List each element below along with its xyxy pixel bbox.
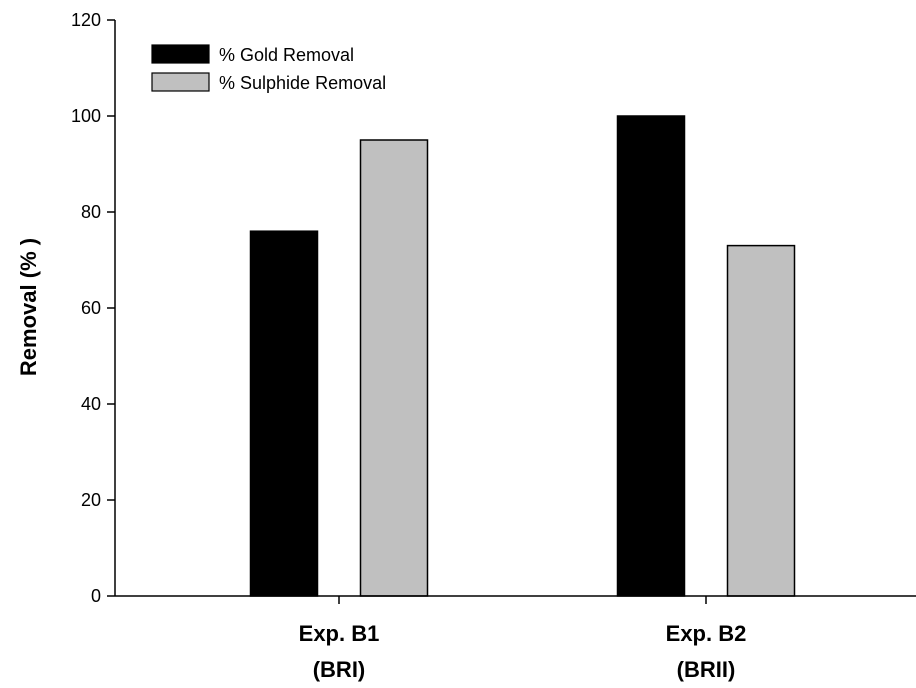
bar-series-1-category-1 (249, 230, 319, 597)
x-category-label-line2: (BRI) (313, 657, 366, 682)
legend-swatch-2 (151, 72, 210, 92)
legend: % Gold Removal % Sulphide Removal (151, 44, 386, 93)
y-tick-label: 20 (81, 490, 101, 510)
y-tick-label: 120 (71, 10, 101, 30)
bar-series-2-category-2 (726, 244, 796, 597)
y-tick-label: 80 (81, 202, 101, 222)
y-axis-title: Removal (% ) (16, 238, 41, 376)
y-tick-label: 60 (81, 298, 101, 318)
legend-label-1: % Gold Removal (219, 45, 354, 65)
x-category-label-line1: Exp. B2 (666, 621, 747, 646)
bar-series-2-category-1 (359, 139, 429, 597)
y-tick-label: 40 (81, 394, 101, 414)
x-category-label-line2: (BRII) (677, 657, 736, 682)
legend-label-2: % Sulphide Removal (219, 73, 386, 93)
bar-series-1-category-2 (616, 115, 686, 597)
bars-layer (249, 115, 796, 597)
y-tick-label: 0 (91, 586, 101, 606)
legend-swatch-1 (151, 44, 210, 64)
y-axis-title-group: Removal (% ) (16, 238, 41, 376)
x-category-label-line1: Exp. B1 (299, 621, 380, 646)
y-tick-label: 100 (71, 106, 101, 126)
axes-layer: 0 20 40 60 80 100 120 Exp. B1 (BRI) Exp. B2 (BRII) (71, 10, 916, 682)
